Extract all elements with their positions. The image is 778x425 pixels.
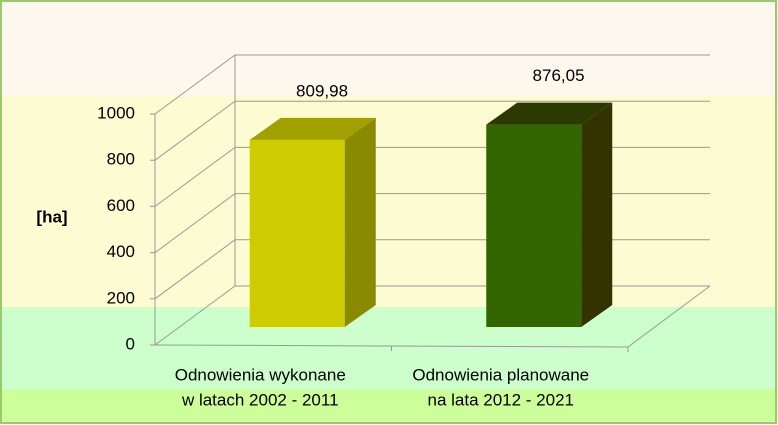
bar-top — [486, 102, 613, 125]
band — [2, 307, 775, 389]
y-tick-label: 800 — [107, 150, 135, 169]
bar-side — [581, 102, 613, 327]
x-tick-label: Odnowienia planowane — [412, 365, 589, 384]
y-tick-label: 1000 — [97, 103, 135, 122]
value-label: 876,05 — [533, 66, 585, 85]
y-axis-label: [ha] — [36, 207, 67, 226]
y-tick-label: 200 — [107, 288, 135, 307]
grid-line — [154, 100, 710, 161]
y-tick-label: 400 — [107, 242, 135, 261]
value-label: 809,98 — [296, 81, 348, 100]
bar-top — [249, 117, 376, 140]
x-tick-label: w latach 2002 - 2011 — [181, 390, 339, 409]
x-tick-label: na lata 2012 - 2021 — [427, 390, 574, 409]
x-tick-label: Odnowienia wykonane — [175, 365, 346, 384]
y-tick-label: 0 — [126, 334, 135, 353]
bar — [249, 139, 345, 327]
y-tick-label: 600 — [107, 196, 135, 215]
bar — [486, 124, 582, 327]
band — [2, 389, 775, 421]
bar-side — [344, 117, 376, 327]
band — [2, 95, 775, 307]
grid-line — [154, 54, 710, 115]
